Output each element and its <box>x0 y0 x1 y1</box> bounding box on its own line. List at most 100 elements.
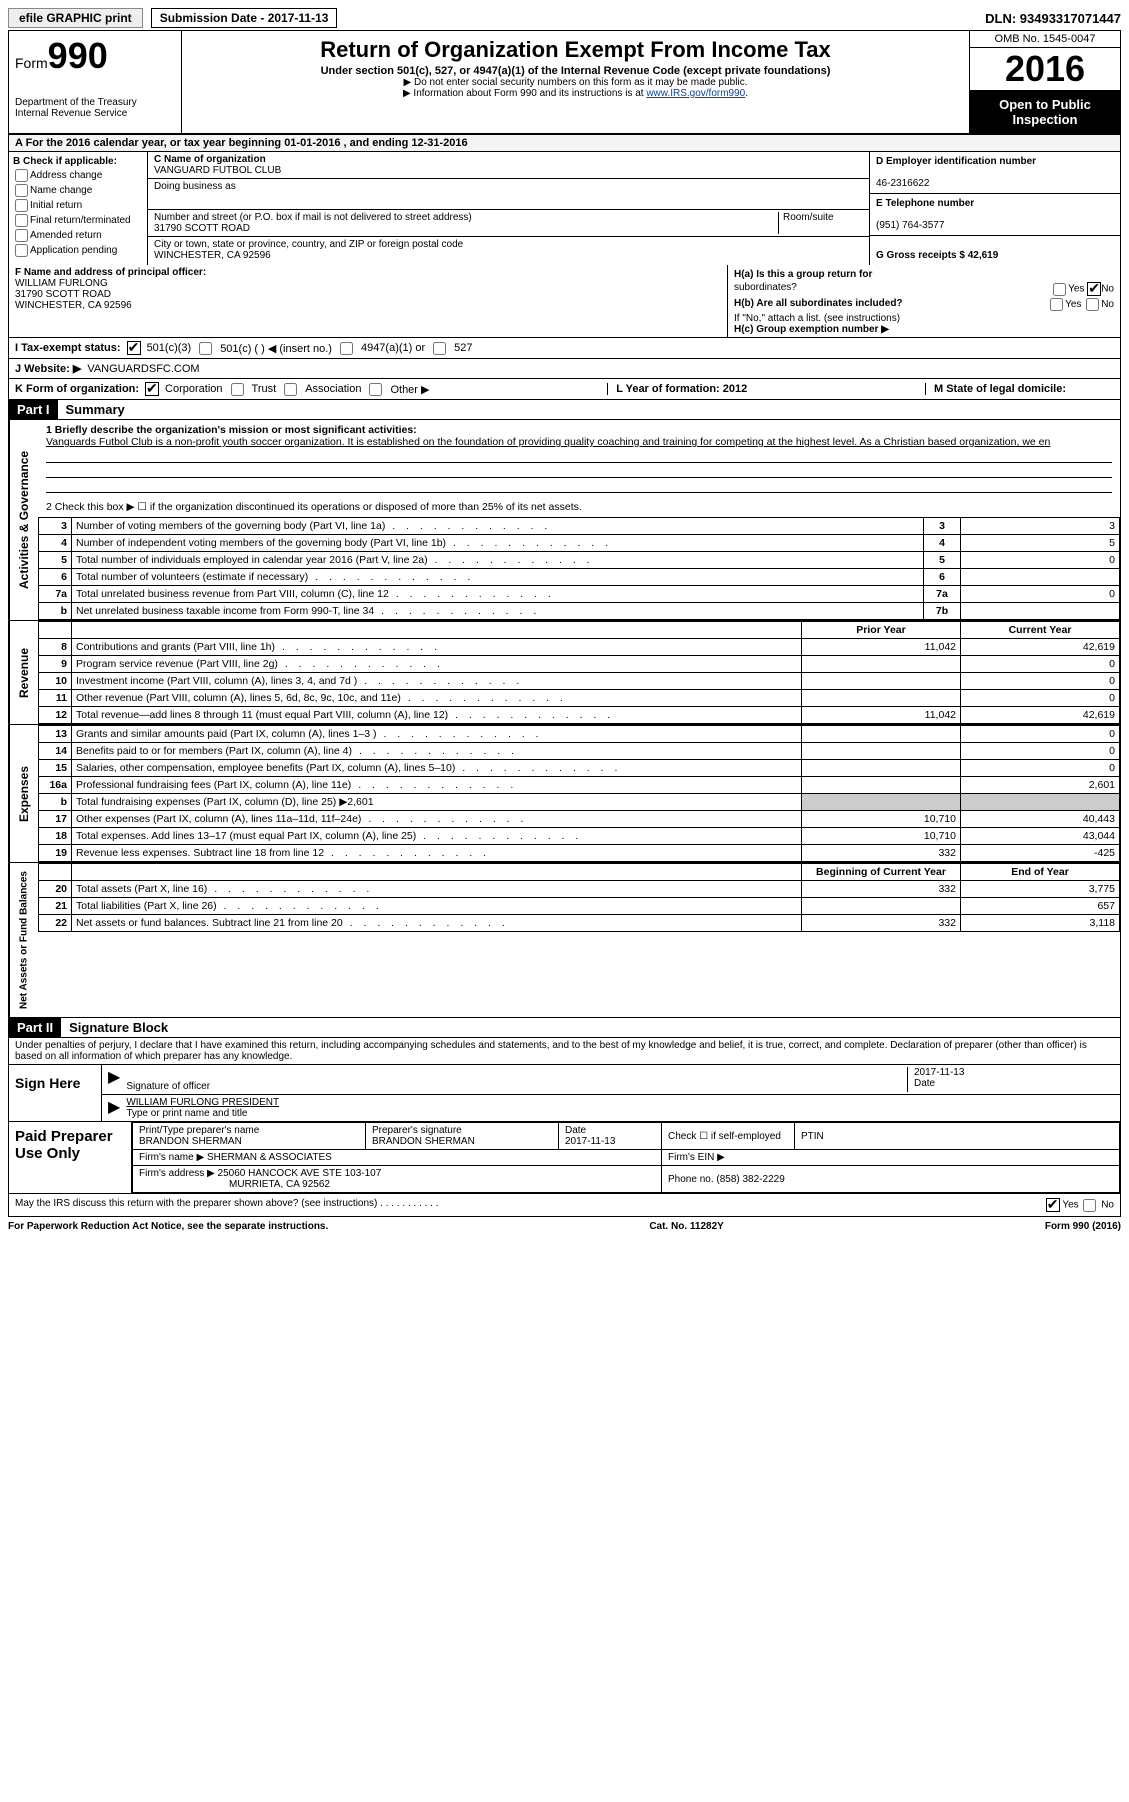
cb-other[interactable] <box>369 383 382 396</box>
website-label: J Website: ▶ <box>15 362 81 375</box>
ha-label: H(a) Is this a group return for <box>734 269 872 280</box>
expenses-block: Expenses 13Grants and similar amounts pa… <box>8 725 1121 863</box>
name-title-label: Type or print name and title <box>126 1108 247 1119</box>
section-bcd: B Check if applicable: Address change Na… <box>8 152 1121 265</box>
officer-street: 31790 SCOTT ROAD <box>15 289 111 300</box>
cb-corp[interactable] <box>145 382 159 396</box>
cb-4947[interactable] <box>340 342 353 355</box>
lbl-4947: 4947(a)(1) or <box>361 342 425 354</box>
sign-here-label: Sign Here <box>9 1065 102 1121</box>
prep-name-label: Print/Type preparer's name <box>139 1125 259 1136</box>
website-value: VANGUARDSFC.COM <box>87 363 199 375</box>
ptin-label: PTIN <box>795 1123 1120 1150</box>
irs-link[interactable]: www.IRS.gov/form990 <box>646 88 745 99</box>
cb-discuss-no[interactable] <box>1083 1199 1096 1212</box>
prep-date: 2017-11-13 <box>565 1136 615 1147</box>
discuss-row: May the IRS discuss this return with the… <box>8 1194 1121 1217</box>
dept-label: Department of the Treasury <box>15 97 175 108</box>
self-employed-check: Check ☐ if self-employed <box>662 1123 795 1150</box>
lbl-corp: Corporation <box>165 383 222 395</box>
part1-title: Summary <box>66 402 125 417</box>
cb-name-change[interactable] <box>15 184 28 197</box>
vert-governance: Activities & Governance <box>9 420 38 620</box>
ein-value: 46-2316622 <box>876 178 929 189</box>
lbl-no2: No <box>1101 299 1114 310</box>
prep-sig-label: Preparer's signature <box>372 1125 462 1136</box>
declaration-text: Under penalties of perjury, I declare th… <box>9 1038 1120 1064</box>
cb-hb-yes[interactable] <box>1050 298 1063 311</box>
cb-application-pending[interactable] <box>15 244 28 257</box>
lbl-501c3: 501(c)(3) <box>147 342 192 354</box>
lbl-trust: Trust <box>252 383 277 395</box>
cb-ha-no[interactable] <box>1087 282 1101 296</box>
hb-note: If "No," attach a list. (see instruction… <box>734 313 1114 324</box>
lbl-yes: Yes <box>1068 284 1084 295</box>
row-fh: F Name and address of principal officer:… <box>8 265 1121 338</box>
dba-label: Doing business as <box>154 181 236 192</box>
year-formation: L Year of formation: 2012 <box>616 383 747 395</box>
form-org-label: K Form of organization: <box>15 383 139 395</box>
form-title: Return of Organization Exempt From Incom… <box>186 37 965 63</box>
efile-print-button[interactable]: efile GRAPHIC print <box>8 8 143 28</box>
cb-trust[interactable] <box>231 383 244 396</box>
ein-label: D Employer identification number <box>876 156 1036 167</box>
firm-name-label: Firm's name ▶ <box>139 1152 204 1163</box>
firm-name: SHERMAN & ASSOCIATES <box>207 1152 332 1163</box>
street-label: Number and street (or P.O. box if mail i… <box>154 212 472 223</box>
officer-label: F Name and address of principal officer: <box>15 267 206 278</box>
lbl-initial-return: Initial return <box>30 200 82 211</box>
firm-city: MURRIETA, CA 92562 <box>229 1179 330 1190</box>
part1-header-row: Part I Summary <box>8 400 1121 420</box>
row-i: I Tax-exempt status: 501(c)(3) 501(c) ( … <box>8 338 1121 359</box>
netassets-table: Beginning of Current YearEnd of Year20To… <box>38 863 1120 932</box>
sig-officer-label: Signature of officer <box>126 1081 210 1092</box>
governance-block: Activities & Governance 1 Briefly descri… <box>8 420 1121 621</box>
cb-amended-return[interactable] <box>15 229 28 242</box>
footer-left: For Paperwork Reduction Act Notice, see … <box>8 1221 328 1232</box>
lbl-assoc: Association <box>305 383 361 395</box>
sig-date-value: 2017-11-13 <box>914 1067 964 1078</box>
inspection-line1: Open to Public <box>972 97 1118 112</box>
lbl-no: No <box>1101 284 1114 295</box>
form-header: Form990 Department of the Treasury Inter… <box>8 30 1121 135</box>
street-value: 31790 SCOTT ROAD <box>154 223 250 234</box>
paid-preparer-label: Paid Preparer Use Only <box>9 1122 132 1193</box>
cb-initial-return[interactable] <box>15 199 28 212</box>
firm-addr: 25060 HANCOCK AVE STE 103-107 <box>218 1168 382 1179</box>
cb-ha-yes[interactable] <box>1053 283 1066 296</box>
prep-sig: BRANDON SHERMAN <box>372 1136 475 1147</box>
dln-label: DLN: 93493317071447 <box>985 11 1121 26</box>
lbl-other: Other ▶ <box>390 383 429 396</box>
firm-ein-label: Firm's EIN ▶ <box>662 1150 1120 1166</box>
lbl-discuss-no: No <box>1101 1200 1114 1211</box>
form-subtitle: Under section 501(c), 527, or 4947(a)(1)… <box>186 65 965 77</box>
form-label: Form <box>15 55 48 71</box>
firm-phone: Phone no. (858) 382-2229 <box>662 1166 1120 1193</box>
cb-527[interactable] <box>433 342 446 355</box>
cb-address-change[interactable] <box>15 169 28 182</box>
ha-sub: subordinates? <box>734 282 797 296</box>
room-label: Room/suite <box>783 212 834 223</box>
hb-label: H(b) Are all subordinates included? <box>734 298 903 309</box>
line2-checkbox-note: 2 Check this box ▶ ☐ if the organization… <box>38 497 1120 517</box>
lbl-discuss-yes: Yes <box>1062 1200 1078 1211</box>
org-name-label: C Name of organization <box>154 154 266 165</box>
tax-status-label: I Tax-exempt status: <box>15 342 121 354</box>
tax-year: 2016 <box>970 48 1120 91</box>
hc-label: H(c) Group exemption number ▶ <box>734 324 889 335</box>
phone-value: (951) 764-3577 <box>876 220 944 231</box>
part2-badge: Part II <box>9 1018 61 1037</box>
cb-assoc[interactable] <box>284 383 297 396</box>
cb-hb-no[interactable] <box>1086 298 1099 311</box>
org-name: VANGUARD FUTBOL CLUB <box>154 165 281 176</box>
cb-discuss-yes[interactable] <box>1046 1198 1060 1212</box>
cb-501c[interactable] <box>199 342 212 355</box>
sig-date-label: Date <box>914 1078 935 1089</box>
expenses-table: 13Grants and similar amounts paid (Part … <box>38 725 1120 862</box>
cb-final-return[interactable] <box>15 214 28 227</box>
col-b-title: B Check if applicable: <box>13 156 117 167</box>
cb-501c3[interactable] <box>127 341 141 355</box>
row-k: K Form of organization: Corporation Trus… <box>8 379 1121 400</box>
footer-center: Cat. No. 11282Y <box>649 1221 723 1232</box>
part2-header-row: Part II Signature Block <box>8 1018 1121 1038</box>
